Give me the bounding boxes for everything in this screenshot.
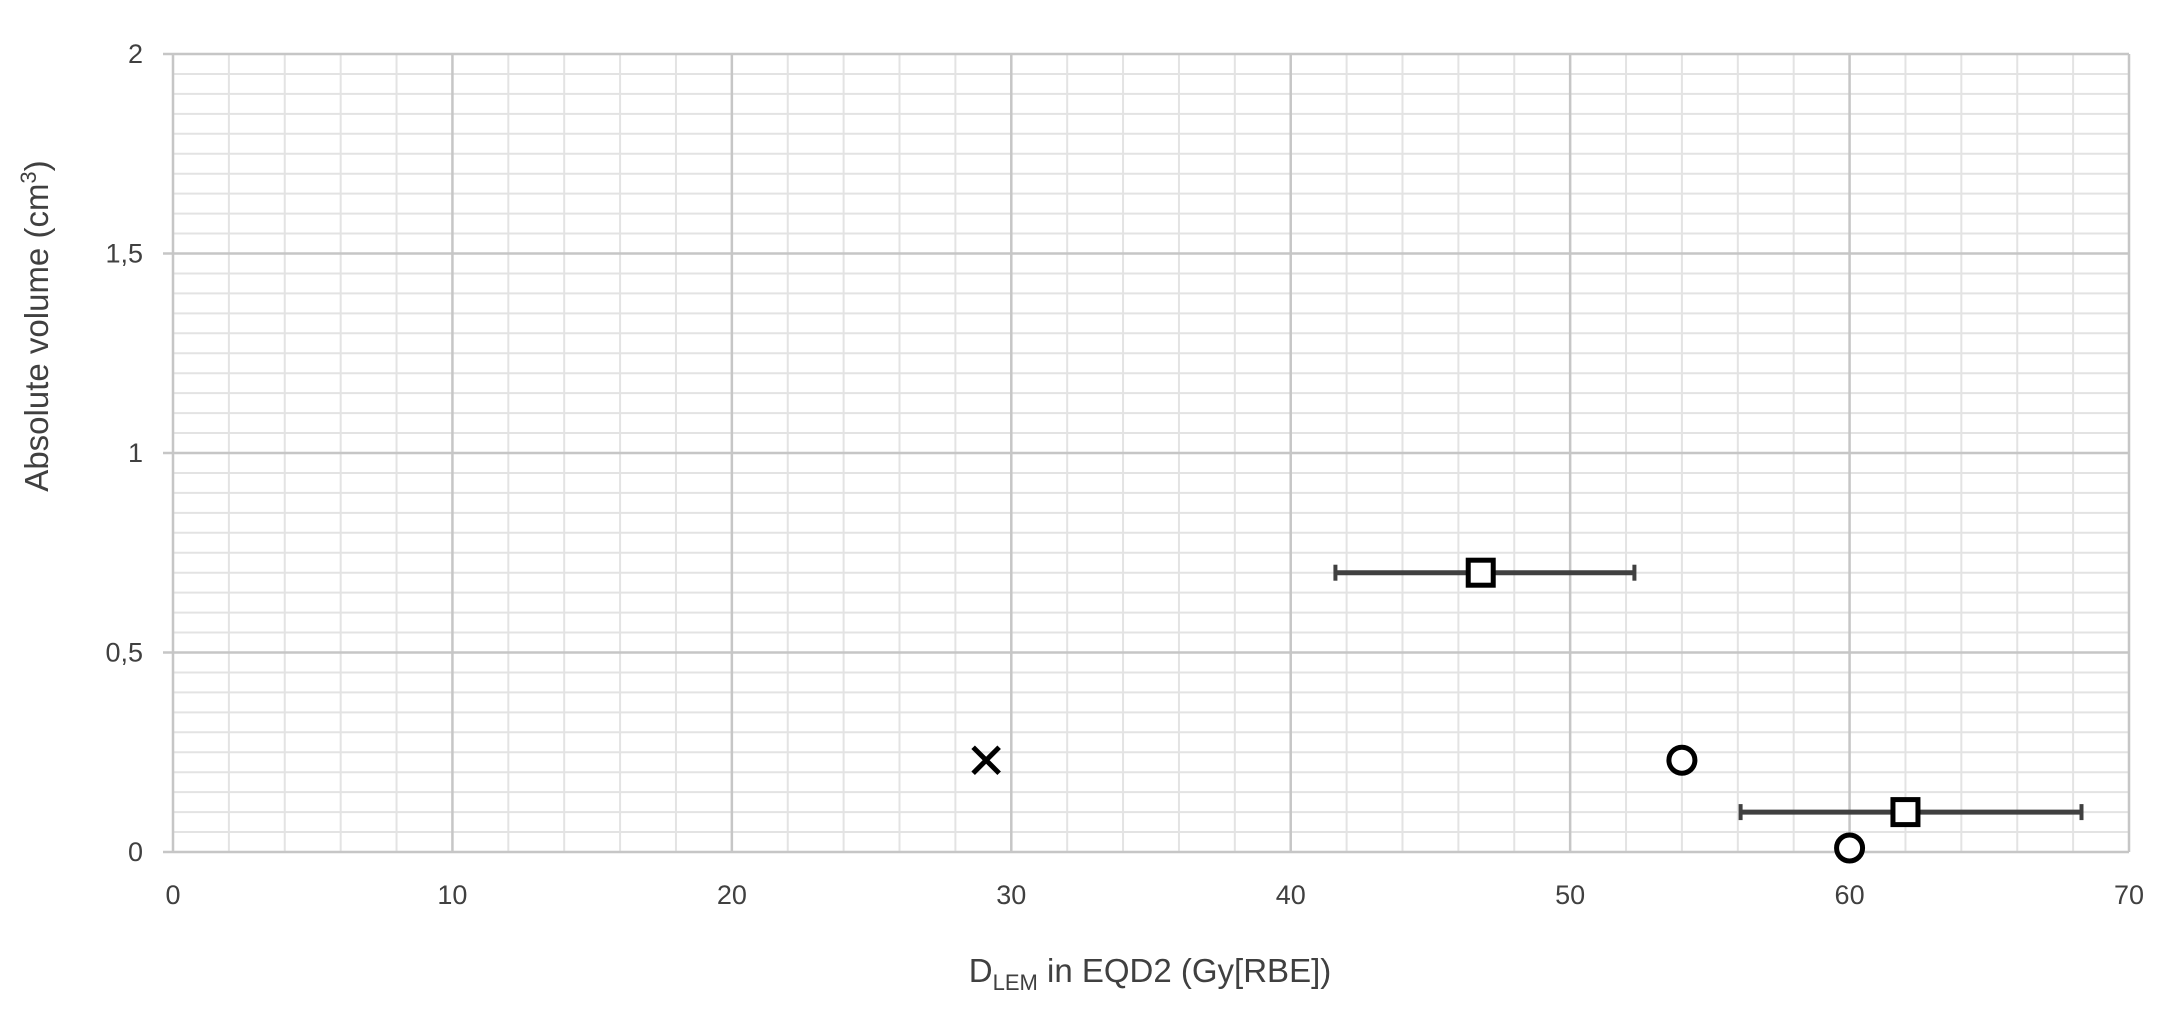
y-axis-title-main: Absolute volume (cm [18, 184, 55, 492]
x-tick-label: 70 [2114, 880, 2144, 910]
square-marker [1465, 557, 1496, 588]
x-tick-label: 60 [1835, 880, 1865, 910]
x-tick-label: 50 [1555, 880, 1585, 910]
x-axis-title: DLEM in EQD2 (Gy[RBE]) [969, 952, 1331, 995]
y-axis-title: Absolute volume (cm3) [16, 160, 55, 491]
y-tick-label: 1,5 [105, 239, 143, 269]
y-tick-label: 0,5 [105, 638, 143, 668]
x-tick-label: 20 [717, 880, 747, 910]
y-axis-title-superscript: 3 [16, 171, 41, 183]
y-tick-label: 2 [128, 39, 143, 69]
data-markers [971, 557, 1921, 864]
y-tick-label: 1 [128, 438, 143, 468]
x-tick-label: 30 [996, 880, 1026, 910]
x-axis-title-subscript: LEM [993, 970, 1038, 995]
y-tick-label: 0 [128, 837, 143, 867]
x-tick-label: 40 [1276, 880, 1306, 910]
x-marker-stroke [971, 745, 1001, 775]
y-axis-title-end: ) [18, 160, 55, 171]
x-marker [971, 745, 1001, 775]
x-axis-ticks: 0 10 20 30 40 50 60 70 [165, 880, 2144, 910]
circle-marker [1834, 832, 1866, 864]
circle-marker [1666, 744, 1698, 776]
x-tick-label: 0 [165, 880, 180, 910]
x-axis-title-rest: in EQD2 (Gy[RBE]) [1038, 952, 1331, 989]
y-axis-ticks: 0 0,5 1 1,5 2 [105, 39, 173, 867]
x-tick-label: 10 [437, 880, 467, 910]
x-axis-title-main: D [969, 952, 993, 989]
major-gridlines [171, 52, 2131, 854]
square-marker [1890, 797, 1921, 828]
